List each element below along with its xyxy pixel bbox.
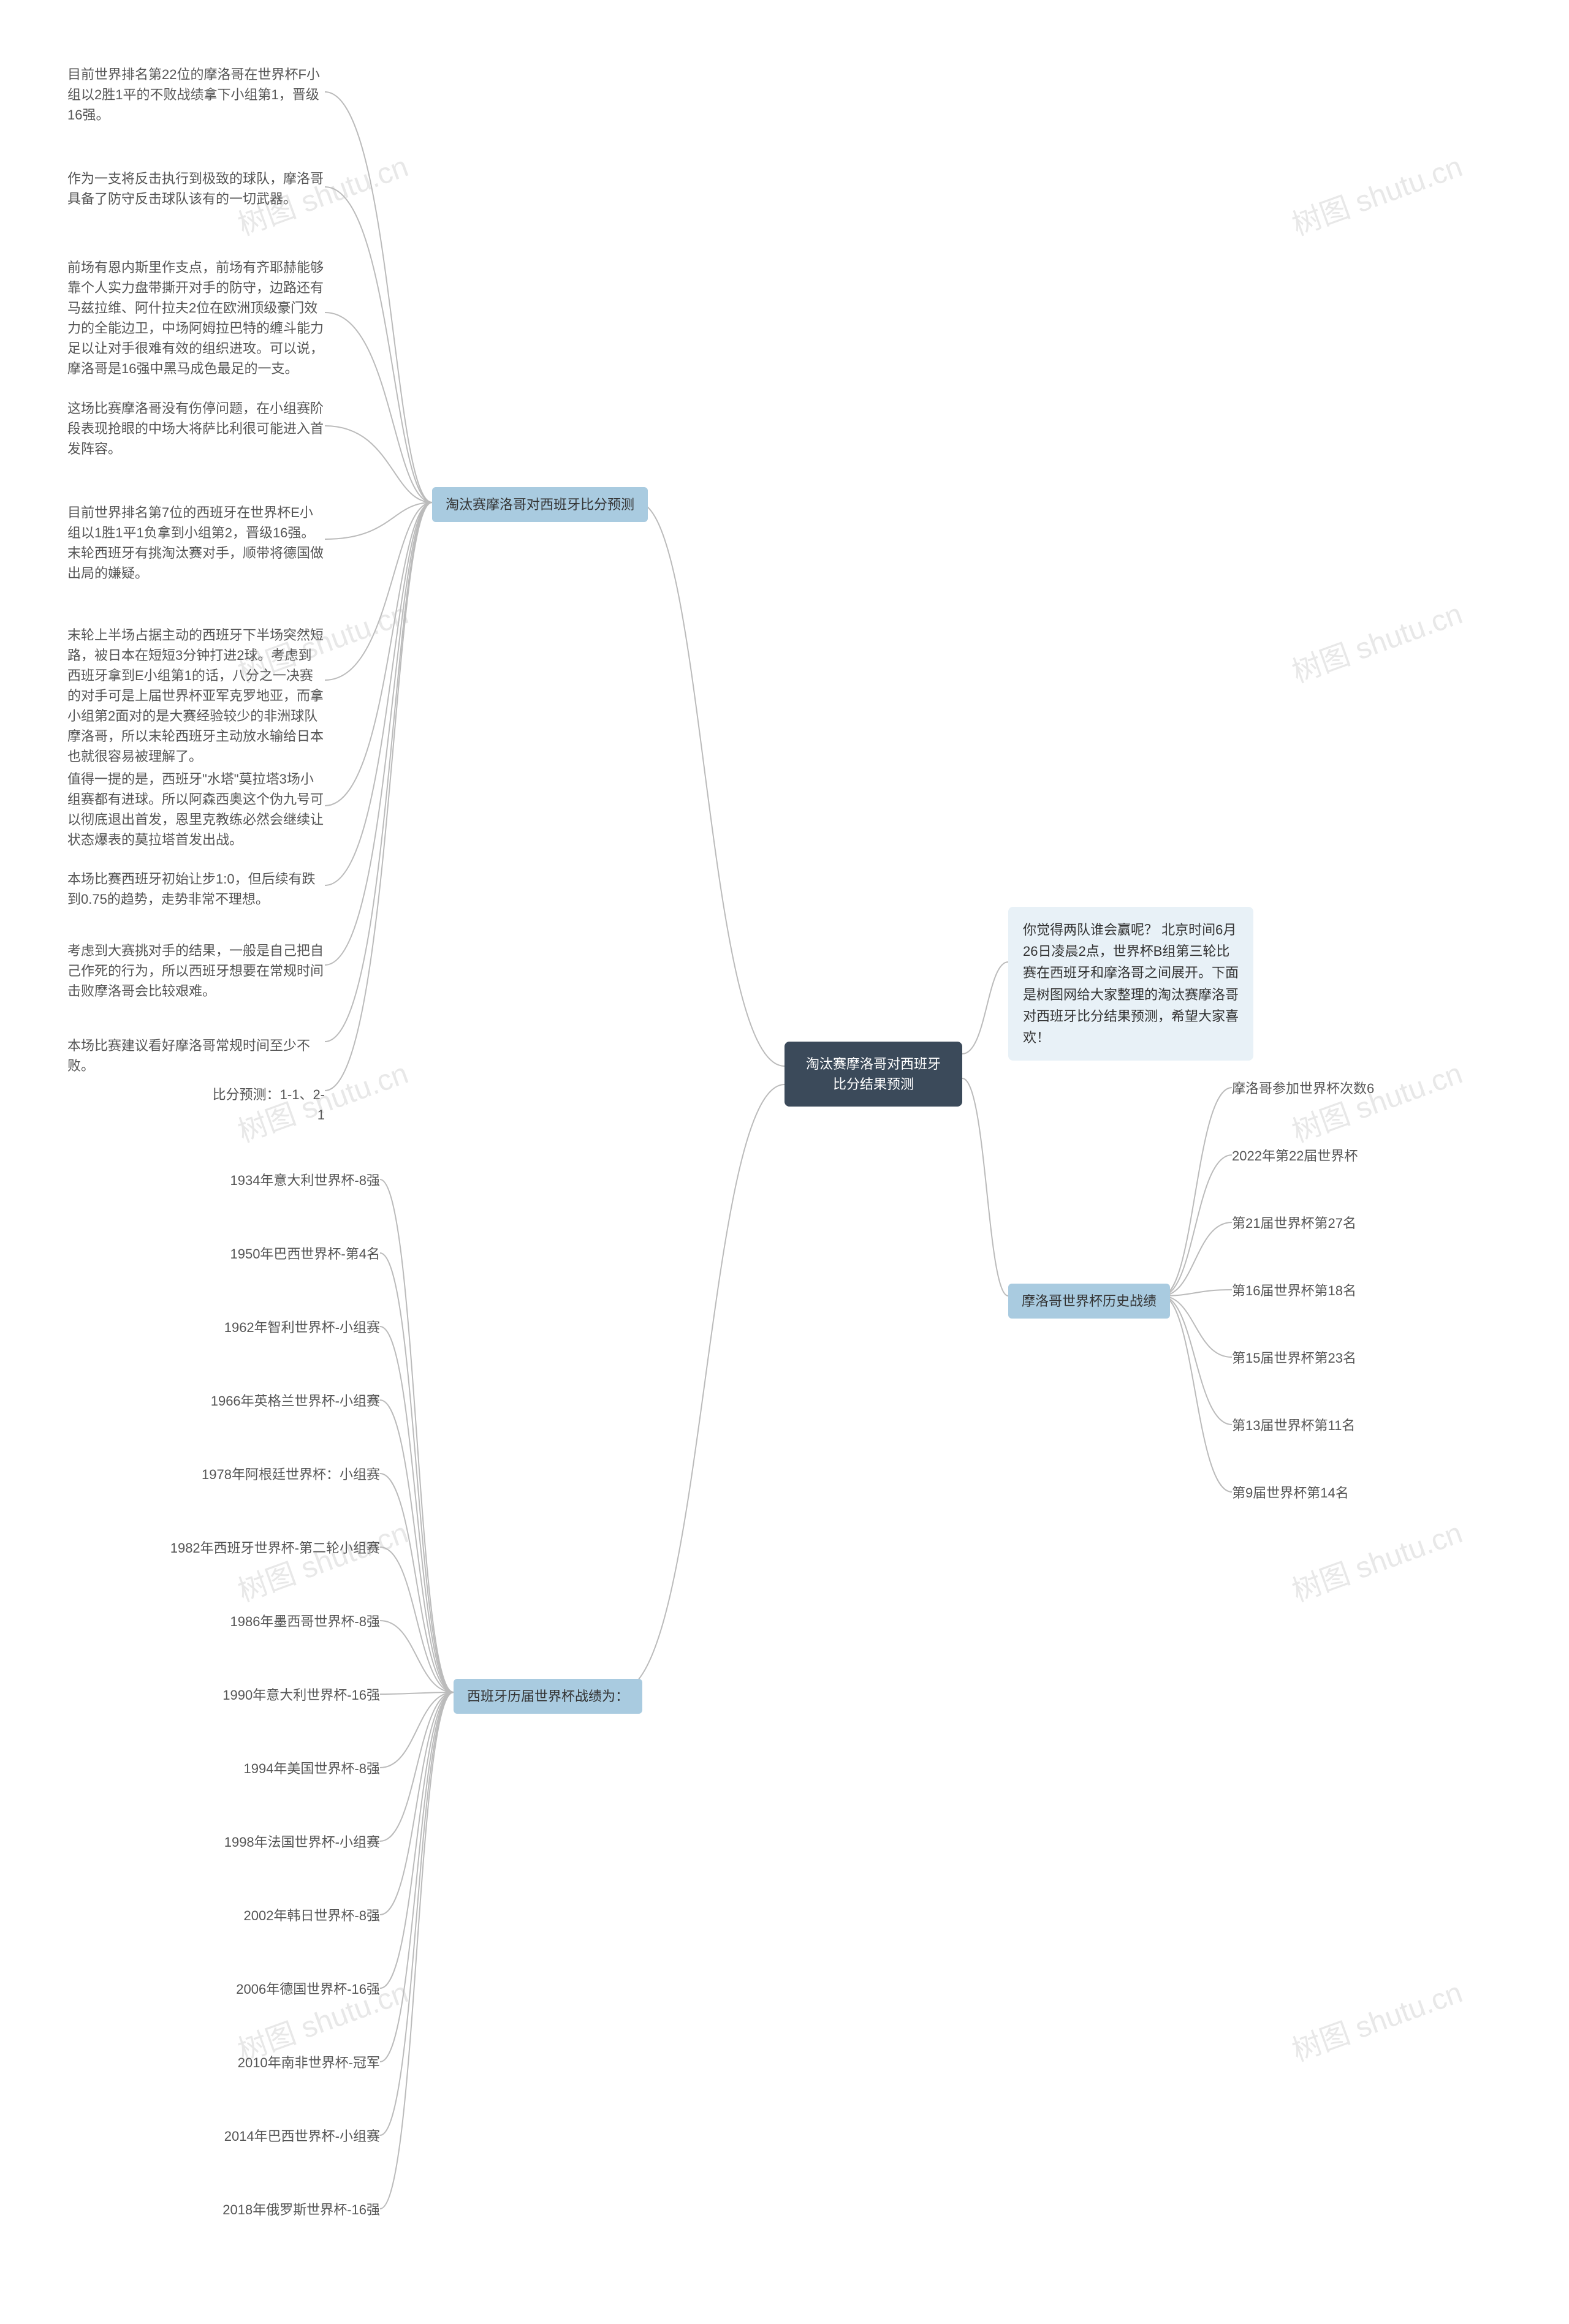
leaf-morocco-0[interactable]: 摩洛哥参加世界杯次数6	[1232, 1078, 1374, 1099]
leaf-prediction-10[interactable]: 比分预测：1-1、2-1	[208, 1084, 325, 1125]
leaf-spain-13[interactable]: 2014年巴西世界杯-小组赛	[224, 2126, 380, 2146]
branch-morocco[interactable]: 摩洛哥世界杯历史战绩	[1008, 1284, 1170, 1319]
branch-prediction[interactable]: 淘汰赛摩洛哥对西班牙比分预测	[432, 487, 648, 522]
branch-spain-label: 西班牙历届世界杯战绩为：	[467, 1689, 629, 1704]
leaf-prediction-2[interactable]: 前场有恩内斯里作支点，前场有齐耶赫能够靠个人实力盘带撕开对手的防守，边路还有马兹…	[67, 257, 325, 379]
branch-morocco-label: 摩洛哥世界杯历史战绩	[1022, 1293, 1157, 1309]
leaf-morocco-1[interactable]: 2022年第22届世界杯	[1232, 1146, 1358, 1166]
leaf-spain-10[interactable]: 2002年韩日世界杯-8强	[243, 1906, 380, 1926]
leaf-spain-14[interactable]: 2018年俄罗斯世界杯-16强	[222, 2200, 380, 2220]
leaf-spain-12[interactable]: 2010年南非世界杯-冠军	[238, 2053, 380, 2073]
watermark: 树图 shutu.cn	[231, 1508, 413, 1610]
leaf-spain-7[interactable]: 1990年意大利世界杯-16强	[222, 1685, 380, 1705]
leaf-spain-6[interactable]: 1986年墨西哥世界杯-8强	[230, 1611, 380, 1632]
leaf-morocco-3[interactable]: 第16届世界杯第18名	[1232, 1281, 1356, 1301]
leaf-prediction-1[interactable]: 作为一支将反击执行到极致的球队，摩洛哥具备了防守反击球队该有的一切武器。	[67, 168, 325, 209]
leaf-spain-0[interactable]: 1934年意大利世界杯-8强	[230, 1170, 380, 1190]
leaf-morocco-5[interactable]: 第13届世界杯第11名	[1232, 1415, 1355, 1436]
leaf-morocco-4[interactable]: 第15届世界杯第23名	[1232, 1348, 1356, 1368]
leaf-spain-2[interactable]: 1962年智利世界杯-小组赛	[224, 1317, 380, 1338]
branch-spain[interactable]: 西班牙历届世界杯战绩为：	[454, 1679, 642, 1714]
leaf-spain-3[interactable]: 1966年英格兰世界杯-小组赛	[211, 1391, 380, 1411]
watermark: 树图 shutu.cn	[1285, 1049, 1467, 1150]
watermark: 树图 shutu.cn	[1285, 1968, 1467, 2069]
leaf-prediction-0[interactable]: 目前世界排名第22位的摩洛哥在世界杯F小组以2胜1平的不败战绩拿下小组第1，晋级…	[67, 64, 325, 125]
leaf-spain-8[interactable]: 1994年美国世界杯-8强	[243, 1758, 380, 1779]
leaf-prediction-3[interactable]: 这场比赛摩洛哥没有伤停问题，在小组赛阶段表现抢眼的中场大将萨比利很可能进入首发阵…	[67, 398, 325, 459]
root-label: 淘汰赛摩洛哥对西班牙比分结果预测	[806, 1056, 941, 1092]
leaf-prediction-5[interactable]: 末轮上半场占据主动的西班牙下半场突然短路，被日本在短短3分钟打进2球。考虑到西班…	[67, 625, 325, 766]
leaf-prediction-9[interactable]: 本场比赛建议看好摩洛哥常规时间至少不败。	[67, 1035, 325, 1076]
leaf-spain-11[interactable]: 2006年德国世界杯-16强	[236, 1979, 380, 1999]
leaf-prediction-6[interactable]: 值得一提的是，西班牙"水塔"莫拉塔3场小组赛都有进球。所以阿森西奥这个伪九号可以…	[67, 769, 325, 850]
watermark: 树图 shutu.cn	[1285, 142, 1467, 243]
intro-note[interactable]: 你觉得两队谁会赢呢？ 北京时间6月26日凌晨2点，世界杯B组第三轮比赛在西班牙和…	[1008, 907, 1253, 1061]
leaf-spain-1[interactable]: 1950年巴西世界杯-第4名	[230, 1244, 380, 1264]
branch-prediction-label: 淘汰赛摩洛哥对西班牙比分预测	[446, 497, 634, 512]
watermark: 树图 shutu.cn	[1285, 1508, 1467, 1610]
leaf-morocco-2[interactable]: 第21届世界杯第27名	[1232, 1213, 1356, 1233]
leaf-morocco-6[interactable]: 第9届世界杯第14名	[1232, 1483, 1349, 1503]
intro-text: 你觉得两队谁会赢呢？ 北京时间6月26日凌晨2点，世界杯B组第三轮比赛在西班牙和…	[1023, 922, 1239, 1045]
leaf-spain-5[interactable]: 1982年西班牙世界杯-第二轮小组赛	[170, 1538, 380, 1558]
leaf-prediction-4[interactable]: 目前世界排名第7位的西班牙在世界杯E小组以1胜1平1负拿到小组第2，晋级16强。…	[67, 502, 325, 583]
leaf-prediction-8[interactable]: 考虑到大赛挑对手的结果，一般是自己把自己作死的行为，所以西班牙想要在常规时间击败…	[67, 941, 325, 1001]
mindmap-root[interactable]: 淘汰赛摩洛哥对西班牙比分结果预测	[784, 1042, 962, 1107]
leaf-prediction-7[interactable]: 本场比赛西班牙初始让步1:0，但后续有跌到0.75的趋势，走势非常不理想。	[67, 869, 325, 909]
watermark: 树图 shutu.cn	[1285, 589, 1467, 691]
leaf-spain-9[interactable]: 1998年法国世界杯-小组赛	[224, 1832, 380, 1852]
leaf-spain-4[interactable]: 1978年阿根廷世界杯：小组赛	[202, 1464, 380, 1485]
